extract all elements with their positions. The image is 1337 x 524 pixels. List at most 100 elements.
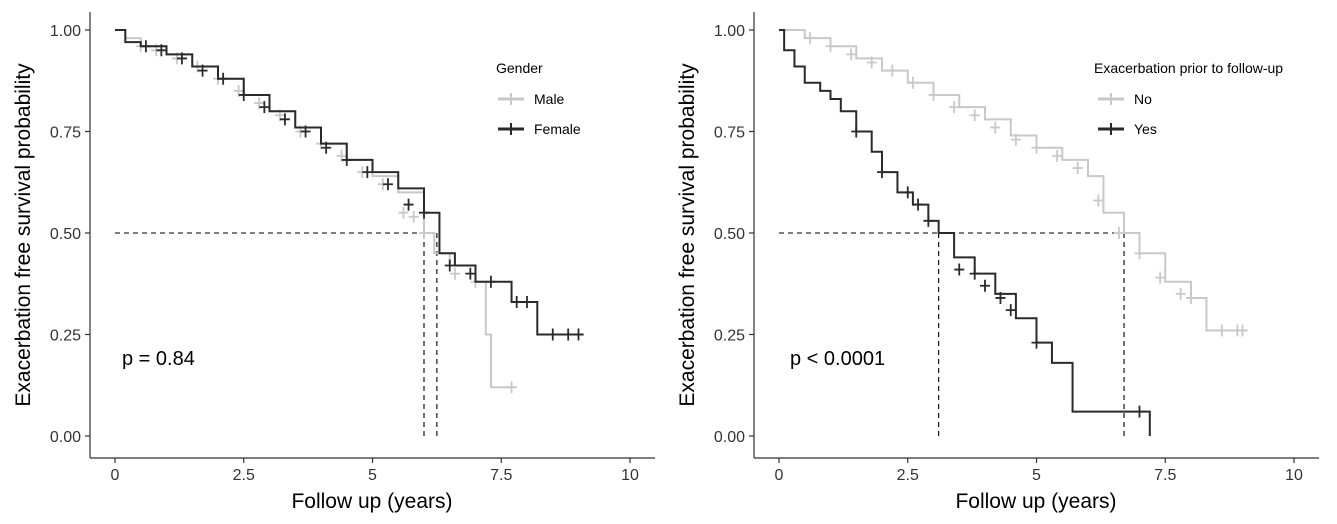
axis-ticks: 0.00 0.25 0.50 0.75 1.00 0 2.5 5 7.5 10 — [50, 23, 639, 484]
y-tick-label: 0.25 — [50, 328, 81, 345]
censor-mark-no — [969, 109, 980, 122]
censor-mark-no — [1052, 149, 1063, 162]
legend-censor-mark-no — [1105, 93, 1117, 105]
y-tick-label: 0.75 — [50, 125, 81, 142]
censor-mark-no — [1031, 141, 1042, 154]
censor-mark-male — [336, 149, 347, 162]
censor-mark-no — [1093, 194, 1104, 207]
censor-mark-male — [408, 210, 419, 223]
censor-mark-female — [176, 52, 187, 65]
censor-mark-no — [1010, 133, 1021, 146]
censor-mark-female — [382, 178, 393, 191]
censor-mark-female — [403, 198, 414, 211]
censor-mark-male — [506, 381, 517, 394]
censor-mark-yes — [902, 186, 913, 199]
censor-mark-female — [362, 166, 373, 179]
censor-mark-female — [197, 64, 208, 77]
censor-mark-yes — [995, 291, 1006, 304]
y-tick-label: 0.00 — [50, 429, 81, 446]
censor-mark-male — [254, 97, 265, 110]
censor-mark-no — [1155, 271, 1166, 284]
legend-label-yes: Yes — [1134, 121, 1157, 137]
censor-mark-yes — [923, 214, 934, 227]
censor-mark-female — [563, 328, 574, 341]
y-tick-label: 0.25 — [714, 328, 745, 345]
censor-mark-no — [1072, 162, 1083, 175]
x-tick-label: 10 — [621, 467, 639, 484]
censor-mark-no — [1175, 287, 1186, 300]
x-tick-label: 7.5 — [490, 467, 512, 484]
survival-curves — [115, 29, 584, 394]
y-tick-label: 0.75 — [714, 125, 745, 142]
censor-mark-female — [156, 44, 167, 57]
censor-mark-female — [140, 40, 151, 53]
x-axis-title: Follow up (years) — [291, 490, 452, 513]
censor-mark-male — [398, 206, 409, 219]
y-tick-label: 0.00 — [714, 429, 745, 446]
censor-mark-no — [846, 48, 857, 61]
p-value-annotation: p < 0.0001 — [790, 348, 885, 370]
x-tick-label: 7.5 — [1154, 467, 1176, 484]
km-plot-exacerbation: 0.00 0.25 0.50 0.75 1.00 0 2.5 5 7.5 10 Follow up… — [676, 12, 1319, 513]
legend-item-male: Male — [498, 91, 565, 107]
censor-mark-male — [233, 84, 244, 97]
x-axis-title: Follow up (years) — [955, 490, 1116, 513]
km-plot-gender: 0.00 0.25 0.50 0.75 1.00 0 2.5 5 7.5 10 Follow up… — [12, 12, 655, 513]
y-axis-title: Exacerbation free survival probability — [676, 63, 699, 407]
x-tick-label: 10 — [1285, 467, 1303, 484]
censor-mark-yes — [1134, 405, 1145, 418]
y-tick-label: 0.50 — [714, 226, 745, 243]
censor-mark-female — [259, 101, 270, 114]
y-axis-title: Exacerbation free survival probability — [12, 63, 35, 407]
legend-item-no: No — [1098, 91, 1152, 107]
legend-censor-mark-female — [505, 123, 517, 135]
censor-mark-yes — [1005, 304, 1016, 317]
censor-mark-no — [907, 76, 918, 89]
legend-item-yes: Yes — [1098, 121, 1157, 137]
censor-mark-no — [1237, 324, 1248, 337]
y-tick-label: 1.00 — [50, 23, 81, 40]
censor-mark-no — [825, 40, 836, 53]
x-tick-label: 5 — [368, 467, 377, 484]
axis-ticks: 0.00 0.25 0.50 0.75 1.00 0 2.5 5 7.5 10 — [714, 23, 1303, 484]
censor-mark-yes — [969, 267, 980, 280]
censor-mark-female — [444, 259, 455, 272]
median-reference-lines — [115, 232, 438, 436]
censor-mark-no — [804, 32, 815, 45]
censor-mark-yes — [913, 198, 924, 211]
legend-censor-mark-male — [505, 93, 517, 105]
legend: Gender Male Female — [496, 60, 581, 137]
censor-mark-female — [218, 72, 229, 85]
censor-mark-yes — [980, 279, 990, 292]
censor-mark-female — [511, 296, 522, 309]
censor-mark-no — [1134, 247, 1145, 260]
p-value-annotation: p = 0.84 — [122, 348, 195, 370]
legend: Exacerbation prior to follow-up No Yes — [1094, 60, 1283, 137]
survival-curve-male — [115, 29, 517, 389]
censor-mark-female — [238, 88, 249, 101]
x-tick-label: 2.5 — [233, 467, 255, 484]
censor-mark-female — [465, 267, 476, 280]
censor-mark-no — [1216, 324, 1227, 337]
x-tick-label: 2.5 — [897, 467, 919, 484]
y-tick-label: 1.00 — [714, 23, 745, 40]
survival-curve-female — [115, 29, 584, 336]
censor-mark-male — [419, 227, 429, 239]
censor-mark-yes — [1031, 336, 1042, 349]
censor-mark-no — [887, 64, 898, 77]
censor-mark-female — [321, 141, 332, 154]
survival-curve-yes — [779, 29, 1151, 436]
censor-mark-yes — [954, 263, 965, 276]
censor-mark-yes — [877, 166, 887, 179]
legend-title: Gender — [496, 60, 543, 76]
censor-mark-female — [547, 328, 558, 341]
censor-mark-no — [990, 121, 1001, 134]
censor-mark-no — [949, 101, 960, 114]
x-tick-label: 0 — [775, 467, 784, 484]
censor-mark-female — [300, 125, 311, 138]
survival-curve-no — [779, 29, 1248, 332]
censor-mark-no — [1186, 291, 1196, 304]
legend-label-no: No — [1134, 91, 1152, 107]
survival-curves — [779, 29, 1248, 436]
